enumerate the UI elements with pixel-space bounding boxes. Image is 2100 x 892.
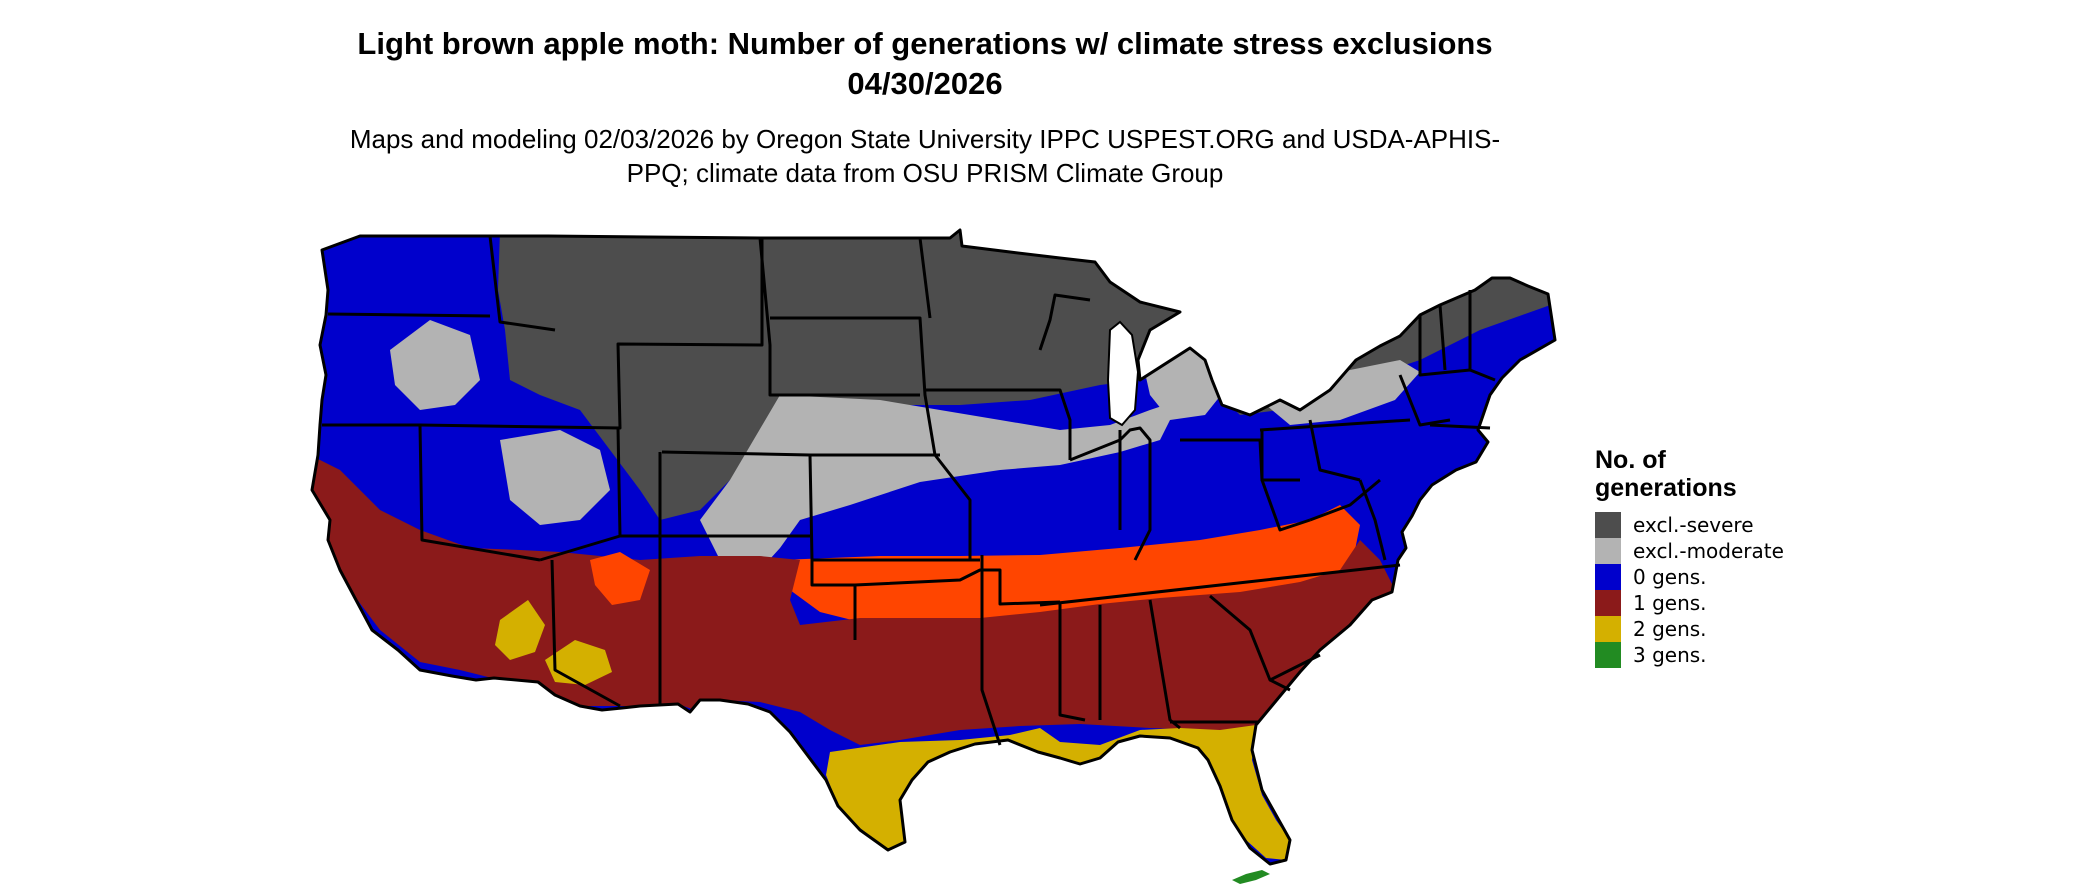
legend-swatch xyxy=(1595,512,1621,538)
map-subtitle: Maps and modeling 02/03/2026 by Oregon S… xyxy=(349,124,1501,188)
legend-label: excl.-moderate xyxy=(1633,539,1784,563)
legend-swatch xyxy=(1595,538,1621,564)
legend-item: 0 gens. xyxy=(1595,564,1784,590)
legend-label: 2 gens. xyxy=(1633,617,1707,641)
legend-items: excl.-severe excl.-moderate 0 gens. 1 gens.… xyxy=(1595,512,1784,668)
legend-item: 3 gens. xyxy=(1595,642,1784,668)
legend-item: 1 gens. xyxy=(1595,590,1784,616)
zone-excl-moderate-west xyxy=(390,320,480,410)
zone-2-gens xyxy=(826,725,1290,860)
zone-3-gens-keys xyxy=(1232,870,1270,884)
great-lakes-water xyxy=(1106,320,1140,427)
legend-title-text: No. of generations xyxy=(1595,446,1737,502)
legend-label: excl.-severe xyxy=(1633,513,1754,537)
climate-zones xyxy=(312,230,1555,864)
zone-1-gens-high-west xyxy=(590,552,650,605)
legend-swatch xyxy=(1595,590,1621,616)
legend-label: 1 gens. xyxy=(1633,591,1707,615)
zone-2-gens-az xyxy=(495,600,545,660)
legend-swatch xyxy=(1595,564,1621,590)
legend-label: 3 gens. xyxy=(1633,643,1707,667)
zone-1-gens-high xyxy=(780,505,1360,622)
legend-swatch xyxy=(1595,616,1621,642)
zone-excl-moderate xyxy=(700,395,1180,580)
legend-label: 0 gens. xyxy=(1633,565,1707,589)
legend-item: excl.-moderate xyxy=(1595,538,1784,564)
legend-item: 2 gens. xyxy=(1595,616,1784,642)
legend-item: excl.-severe xyxy=(1595,512,1784,538)
legend-swatch xyxy=(1595,642,1621,668)
state-borders xyxy=(310,228,1557,866)
map-title: Light brown apple moth: Number of genera… xyxy=(357,26,1493,101)
zone-excl-moderate-greatbasin xyxy=(500,430,610,525)
legend: No. of generations excl.-severe excl.-mod… xyxy=(1595,446,1784,668)
legend-title: No. of generations xyxy=(1595,446,1784,502)
